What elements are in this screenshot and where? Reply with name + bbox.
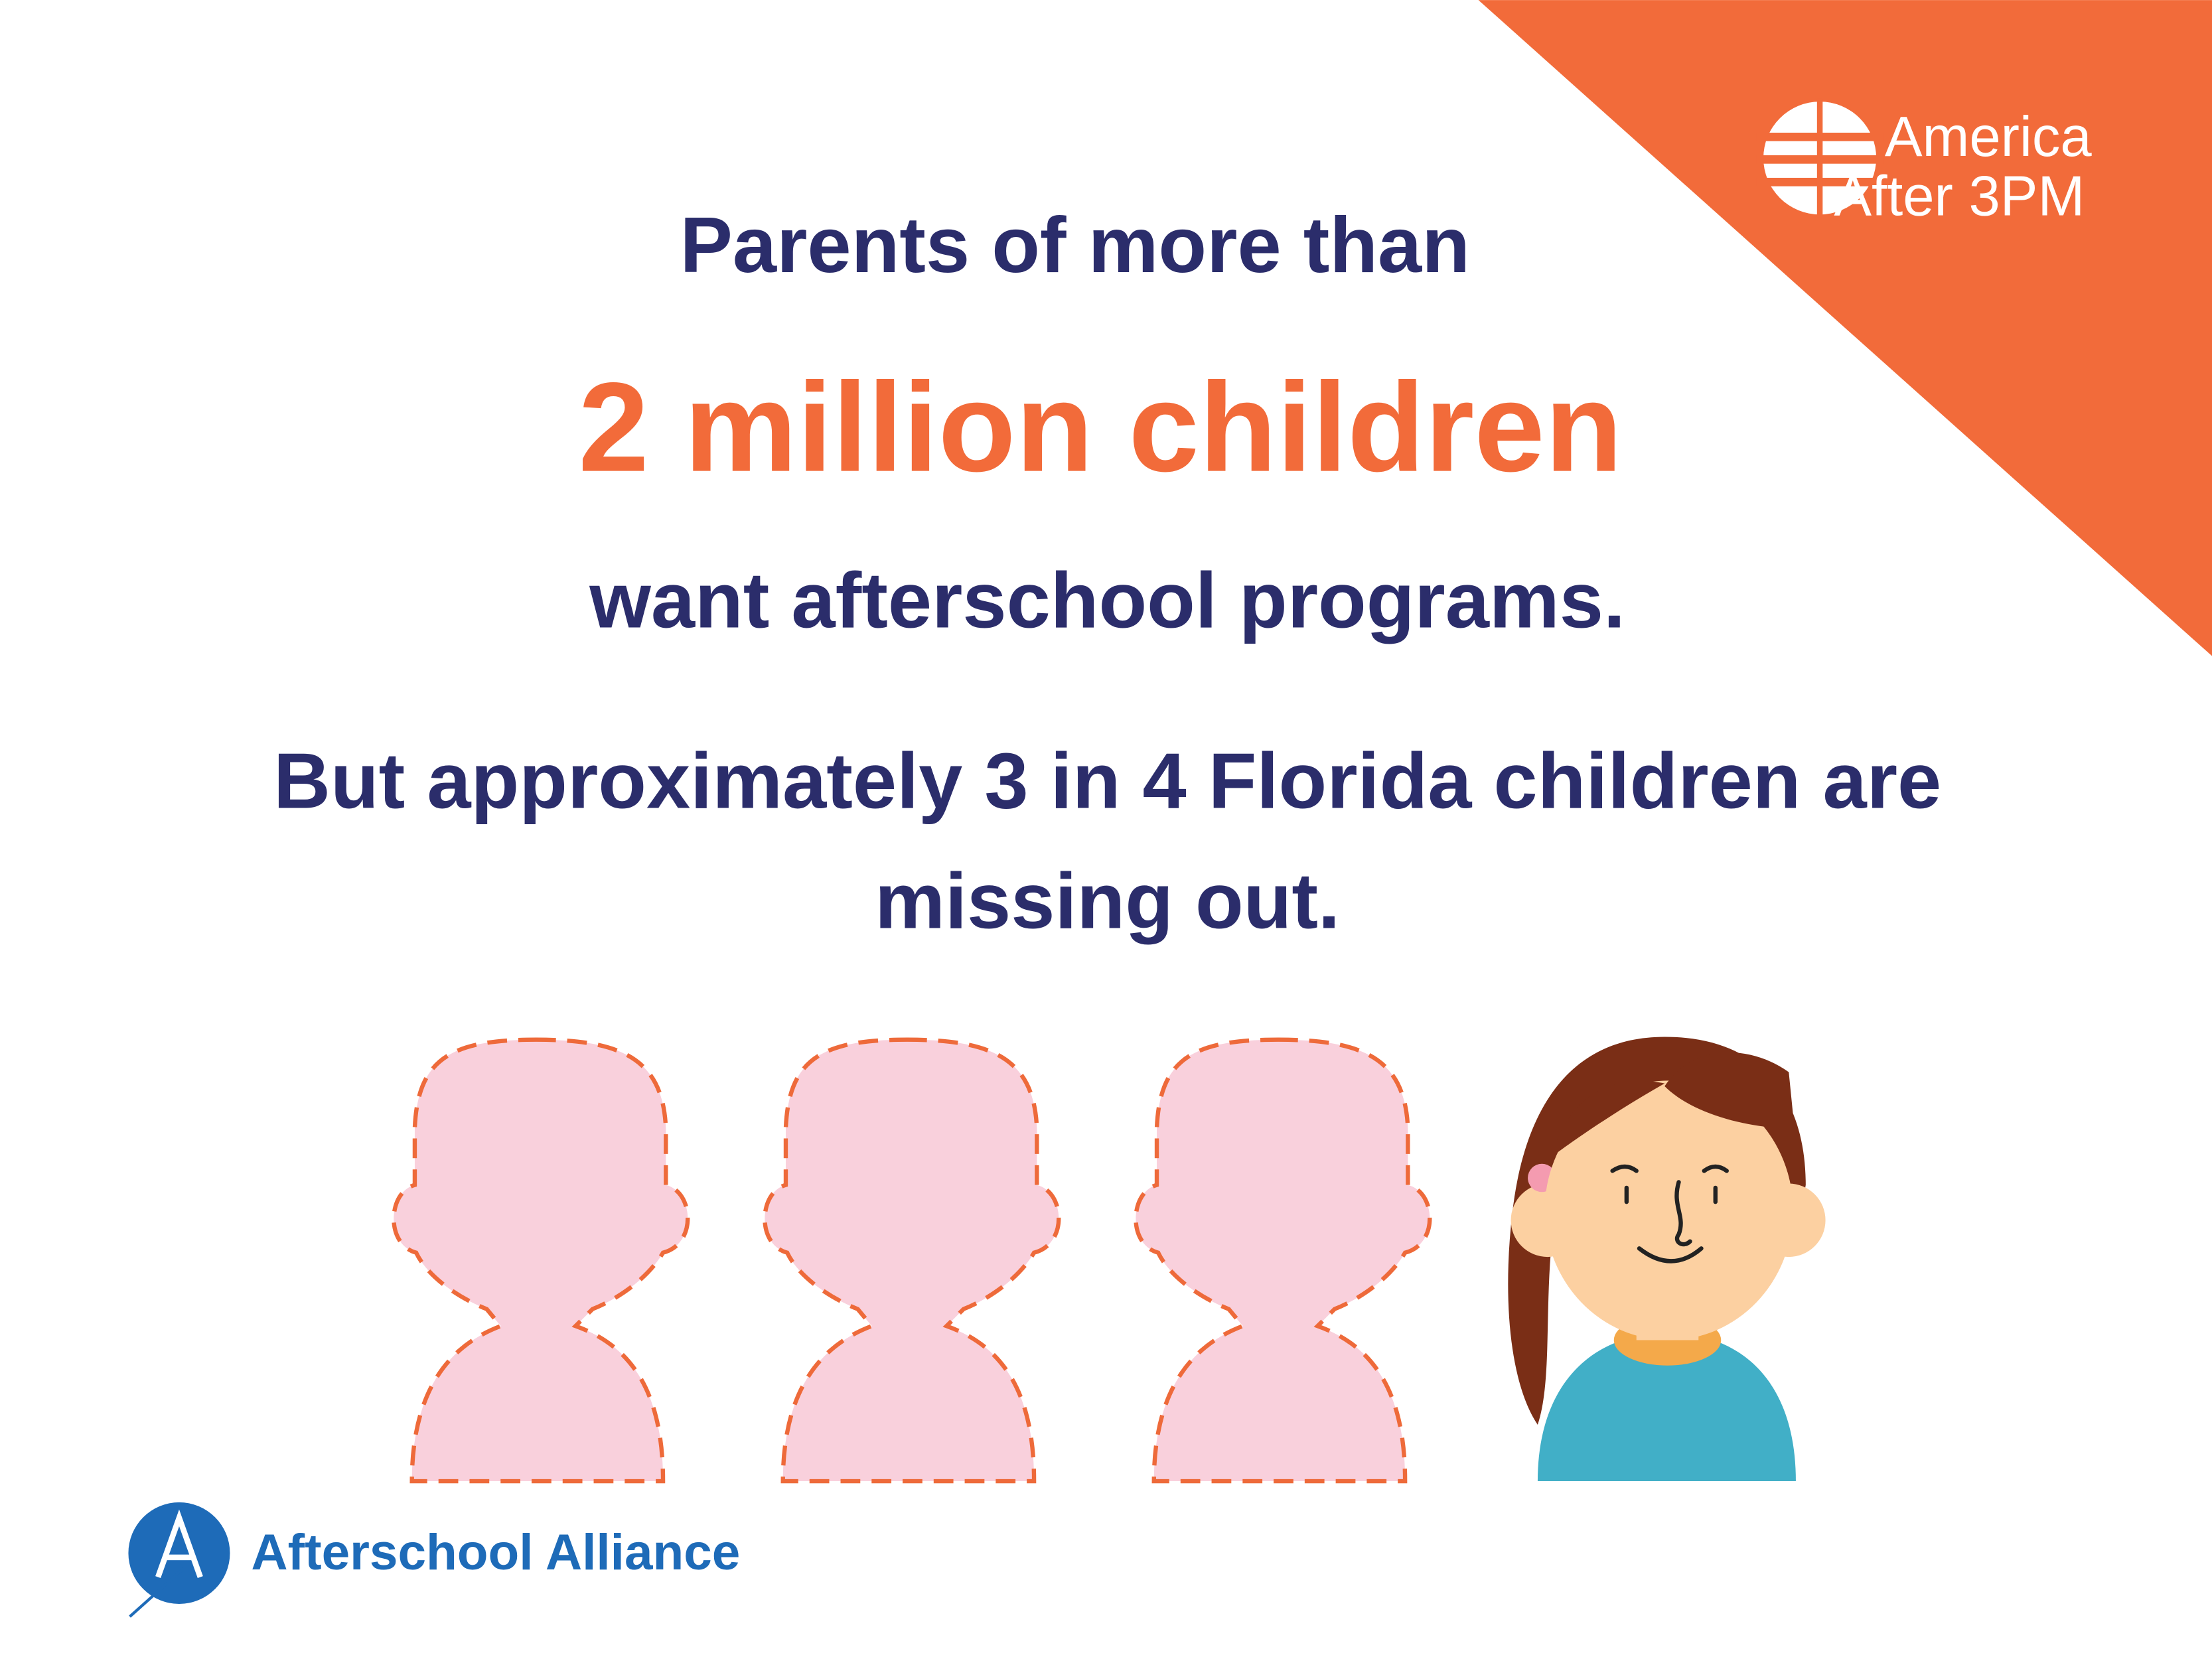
child-silhouette [394,1040,688,1481]
logo-text: America [1885,106,2093,169]
logo-mark [1756,98,1883,218]
child-illustration [1508,1037,1826,1482]
headline-tail: want afterschool programs. [589,557,1625,645]
headline-figure: 2 million children [578,356,1622,498]
logo-text: After 3PM [1834,165,2085,228]
org-logo [128,1502,230,1618]
missing-children [394,1040,1430,1481]
headline-lead: Parents of more than [680,201,1470,289]
child-silhouette [765,1040,1059,1481]
closing-line: missing out. [875,857,1340,945]
org-name: Afterschool Alliance [251,1524,740,1581]
child-silhouette [1136,1040,1430,1481]
corner-banner [1478,0,2212,656]
closing-line: But approximately 3 in 4 Florida childre… [273,737,1941,826]
